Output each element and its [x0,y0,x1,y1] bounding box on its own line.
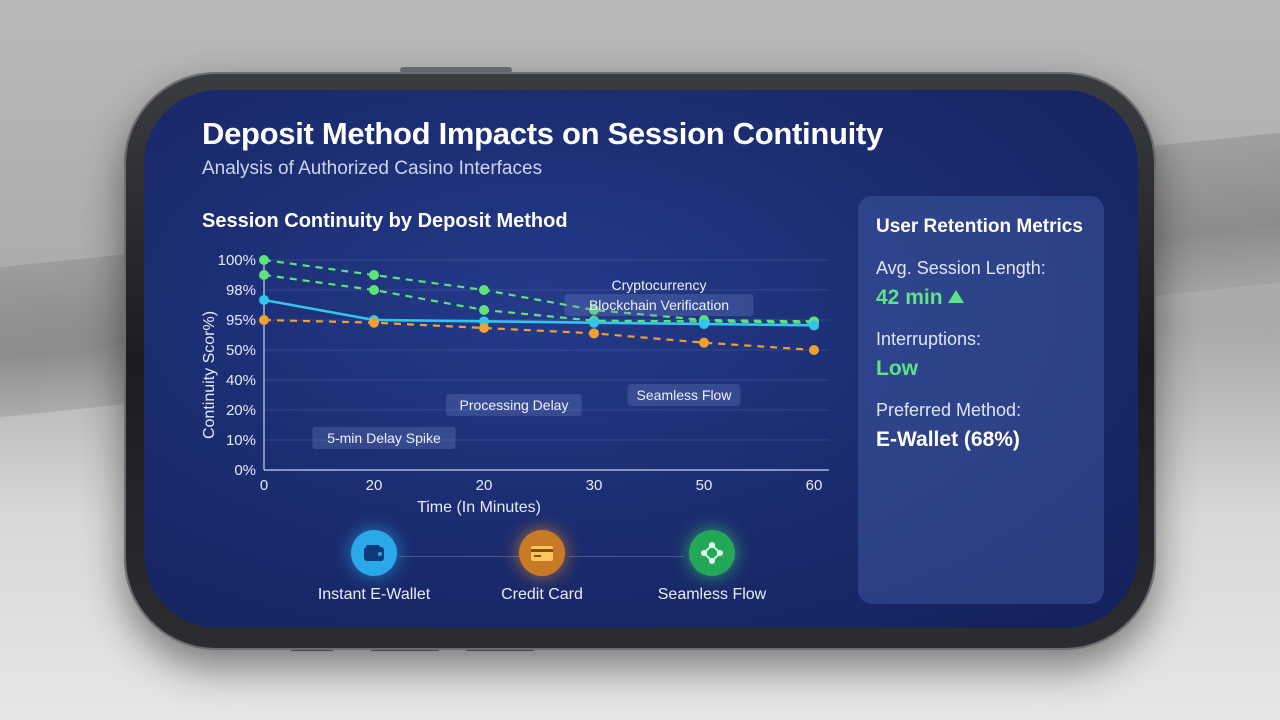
chart-annotation: Cryptocurrency [612,277,707,293]
annotation-text: Cryptocurrency [612,277,707,293]
chart-annotations: Cryptocurrency Blockchain Verification Sea… [312,277,754,449]
footer-connector [569,556,684,557]
y-tick-label: 40% [226,372,256,389]
page-title: Deposit Method Impacts on Session Contin… [202,116,883,151]
y-axis-label: Continuity Scor%) [201,311,218,439]
data-point [369,317,379,328]
annotation-box [564,294,754,316]
data-point [259,295,269,305]
x-tick-label: 50 [696,477,713,494]
metrics-title: User Retention Metrics [876,216,1083,237]
triangle-up-icon [948,290,965,303]
y-tick-label: 10% [226,432,256,449]
footer-item-credit-card[interactable]: Credit Card [452,530,632,604]
data-point [589,317,599,328]
data-point [479,305,489,315]
x-tick-label: 30 [586,477,603,494]
wallet-icon [351,530,397,576]
chart-annotation: Processing Delay [446,394,582,416]
annotation-text: Blockchain Verification [589,297,729,313]
annotation-box [446,394,582,416]
network-icon [689,530,735,576]
data-point [809,345,819,355]
data-point [479,285,489,295]
annotation-text: 5-min Delay Spike [327,430,441,446]
x-tick-label: 0 [260,477,268,494]
x-tick-label: 20 [366,477,383,494]
chart-series [259,255,819,355]
page-subtitle: Analysis of Authorized Casino Interfaces [202,158,543,179]
series-line [263,258,815,323]
annotation-text: Seamless Flow [637,387,733,403]
interruptions-value: Low [876,357,918,380]
footer-label: Instant E-Wallet [317,586,431,603]
phone-side-button [400,67,512,73]
data-point [699,337,709,348]
data-point [369,270,379,280]
annotation-box [627,384,741,406]
series-line [263,298,815,327]
footer-item-seamless-flow[interactable]: Seamless Flow [622,530,802,604]
data-point [589,328,599,339]
data-point [259,255,269,265]
annotation-box [312,427,456,449]
chart-annotation: Blockchain Verification [564,294,754,316]
interruptions-label: Interruptions: [876,329,982,349]
y-tick-label: 100% [218,252,256,269]
footer-label: Seamless Flow [657,586,767,603]
y-tick-label: 98% [226,282,256,299]
data-point [809,320,819,331]
x-tick-label: 20 [476,477,493,494]
y-tick-label: 95% [226,312,256,329]
data-point [479,323,489,333]
series-line [263,318,815,352]
preferred-method-value: E-Wallet (68%) [876,428,1020,451]
chart-ticks: 0% 10% 20% 40% 50% 95% 98% 100% 0 20 20 30 50 60 [218,252,823,494]
data-point [589,305,599,315]
y-tick-label: 50% [226,342,256,359]
phone-screen: Deposit Method Impacts on Session Contin… [144,90,1138,628]
session-length-value: 42 min [876,286,965,310]
y-tick-label: 0% [234,462,256,479]
continuity-line-chart: 0% 10% 20% 40% 50% 95% 98% 100% 0 20 20 30 50 60 Cryp… [201,252,829,516]
session-length-number: 42 min [876,286,943,309]
series-line [263,273,815,324]
chart-annotation: Seamless Flow [627,384,741,406]
data-point [369,285,379,295]
credit-card-icon [519,530,565,576]
data-point [699,319,709,329]
chart-annotation: 5-min Delay Spike [312,427,456,449]
preferred-method-label: Preferred Method: [876,400,1022,420]
annotation-text: Processing Delay [460,397,569,413]
retention-metrics-panel: User Retention Metrics Avg. Session Leng… [858,196,1104,604]
footer-item-e-wallet[interactable]: Instant E-Wallet [284,530,464,604]
footer-label: Credit Card [501,586,583,603]
chart-title: Session Continuity by Deposit Method [202,210,568,232]
data-point [259,315,269,325]
x-axis-label: Time (In Minutes) [417,499,541,516]
session-length-label: Avg. Session Length: [876,258,1046,278]
x-tick-label: 60 [806,477,823,494]
chart-axes [263,255,829,471]
footer-connector [399,556,519,557]
data-point [259,270,269,280]
y-tick-label: 20% [226,402,256,419]
